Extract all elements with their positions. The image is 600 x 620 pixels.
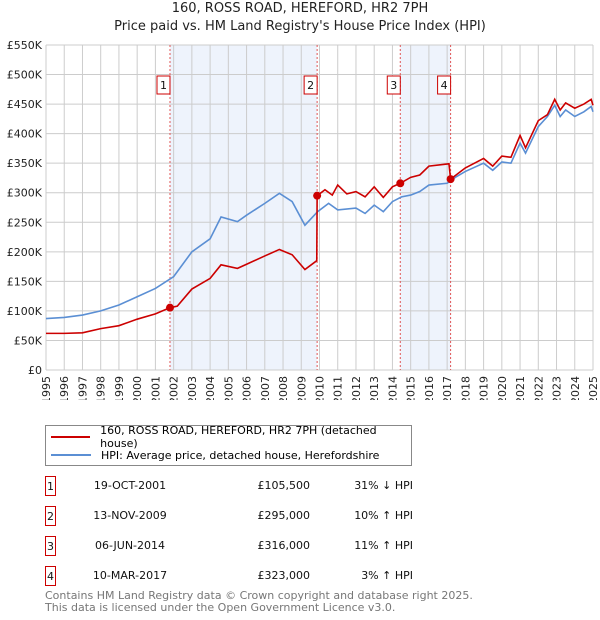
sale-marker-number: 2 [45, 506, 56, 526]
sale-point [165, 303, 174, 312]
sale-price: £323,000 [257, 569, 311, 582]
x-tick-label: 2023 [551, 376, 564, 400]
sale-row: 4 10-MAR-2017 £323,000 3% ↑ HPI [45, 566, 445, 586]
sale-marker-number: 3 [45, 536, 56, 556]
legend-label: HPI: Average price, detached house, Here… [101, 448, 380, 462]
legend-swatch-red [51, 436, 91, 438]
x-tick-label: 2019 [478, 376, 491, 400]
sale-marker-label: 1 [160, 79, 167, 92]
legend-item-hpi: HPI: Average price, detached house, Here… [51, 447, 379, 463]
chart-subtitle: Price paid vs. HM Land Registry's House … [114, 19, 486, 34]
x-tick-label: 2021 [514, 376, 527, 400]
footer-copyright: Contains HM Land Registry data © Crown c… [45, 589, 473, 602]
x-tick-label: 2006 [241, 376, 254, 400]
x-tick-label: 2014 [386, 376, 399, 400]
y-tick-label: £400K [7, 128, 43, 141]
y-tick-label: £50K [14, 334, 43, 347]
sale-point [396, 179, 405, 188]
sale-date: 13-NOV-2009 [93, 509, 167, 522]
x-tick-label: 1996 [58, 376, 71, 400]
legend: 160, ROSS ROAD, HEREFORD, HR2 7PH (detac… [45, 424, 412, 466]
x-tick-label: 1997 [76, 376, 89, 400]
x-tick-label: 2013 [368, 376, 381, 400]
x-tick-label: 2002 [168, 376, 181, 400]
x-tick-label: 2000 [131, 376, 144, 400]
y-tick-label: £500K [7, 69, 43, 82]
x-tick-label: 2004 [204, 376, 217, 400]
sale-row: 2 13-NOV-2009 £295,000 10% ↑ HPI [45, 506, 445, 526]
x-tick-label: 2011 [332, 376, 345, 400]
sale-date: 10-MAR-2017 [92, 569, 168, 582]
y-tick-label: £100K [7, 305, 43, 318]
shaded-period [169, 45, 318, 370]
sale-row: 3 06-JUN-2014 £316,000 11% ↑ HPI [45, 536, 445, 556]
x-tick-label: 2015 [405, 376, 418, 400]
y-tick-label: £250K [7, 216, 43, 229]
legend-item-property: 160, ROSS ROAD, HEREFORD, HR2 7PH (detac… [51, 424, 411, 450]
x-tick-label: 2003 [186, 376, 199, 400]
y-tick-label: £450K [7, 98, 43, 111]
x-tick-label: 2020 [496, 376, 509, 400]
x-tick-label: 2007 [259, 376, 272, 400]
x-tick-label: 2018 [459, 376, 472, 400]
hpi-line [45, 103, 594, 320]
sale-price: £316,000 [257, 539, 311, 552]
sale-marker-label: 3 [390, 79, 397, 92]
sale-price: £105,500 [257, 479, 311, 492]
sale-hpi-diff: 3% ↑ HPI [361, 569, 413, 582]
sale-hpi-diff: 11% ↑ HPI [354, 539, 413, 552]
x-tick-label: 2005 [222, 376, 235, 400]
x-tick-label: 2024 [569, 376, 582, 400]
y-tick-label: £550K [7, 39, 43, 52]
y-tick-label: £300K [7, 187, 43, 200]
x-tick-label: 2012 [350, 376, 363, 400]
sale-row: 1 19-OCT-2001 £105,500 31% ↓ HPI [45, 476, 445, 496]
sale-hpi-diff: 10% ↑ HPI [354, 509, 413, 522]
sale-marker-number: 1 [45, 476, 56, 496]
y-tick-label: £200K [7, 246, 43, 259]
sale-point [446, 175, 455, 184]
x-tick-label: 2017 [441, 376, 454, 400]
footer-licence: This data is licensed under the Open Gov… [45, 601, 396, 614]
sale-price: £295,000 [257, 509, 311, 522]
x-tick-label: 2025 [587, 376, 600, 400]
sale-point [313, 191, 322, 200]
chart-title: 160, ROSS ROAD, HEREFORD, HR2 7PH [171, 1, 429, 16]
sale-marker-label: 4 [441, 79, 448, 92]
sale-marker-box [437, 75, 452, 95]
x-tick-label: 1998 [95, 376, 108, 400]
legend-swatch-blue [51, 454, 91, 456]
x-tick-label: 2016 [423, 376, 436, 400]
sale-marker-label: 2 [307, 79, 314, 92]
y-tick-label: £150K [7, 275, 43, 288]
sale-date: 19-OCT-2001 [93, 479, 167, 492]
sale-marker-number: 4 [45, 566, 56, 586]
chart-plot: 1995 1996 1997 1998 1999 2000 2001 2002 2003 2004… [7, 39, 600, 400]
x-tick-label: 1999 [113, 376, 126, 400]
x-tick-label: 2009 [295, 376, 308, 400]
sale-marker-box [386, 75, 401, 95]
sale-marker-box [156, 75, 171, 95]
property-price-line [46, 97, 594, 335]
x-tick-label: 2001 [149, 376, 162, 400]
x-tick-label: 2010 [314, 376, 327, 400]
y-tick-label: £0 [28, 364, 42, 377]
sale-hpi-diff: 31% ↓ HPI [354, 479, 413, 492]
y-tick-label: £350K [7, 157, 43, 170]
x-tick-label: 2008 [277, 376, 290, 400]
x-tick-label: 2022 [532, 376, 545, 400]
shaded-period [400, 45, 451, 370]
legend-label: 160, ROSS ROAD, HEREFORD, HR2 7PH (detac… [100, 424, 377, 450]
sale-marker-box [303, 75, 318, 95]
x-tick-label: 1995 [40, 376, 53, 400]
sale-date: 06-JUN-2014 [94, 539, 166, 552]
